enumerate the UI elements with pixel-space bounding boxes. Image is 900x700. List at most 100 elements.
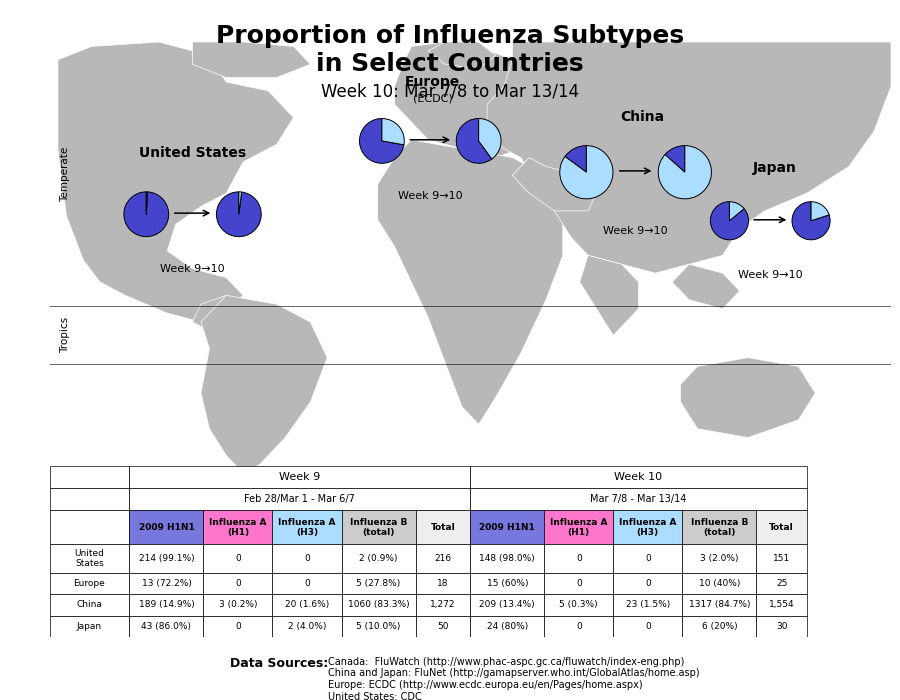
Wedge shape (811, 202, 829, 220)
Bar (341, 545, 416, 573)
Text: 3 (2.0%): 3 (2.0%) (700, 554, 739, 563)
Polygon shape (487, 42, 891, 273)
Text: 0: 0 (235, 554, 241, 563)
Bar (341, 573, 416, 594)
Text: Tropics: Tropics (59, 317, 69, 354)
Text: 5 (27.8%): 5 (27.8%) (356, 579, 400, 588)
Text: 0: 0 (576, 554, 581, 563)
Text: United States: United States (139, 146, 246, 160)
Bar (130, 488, 471, 510)
Text: Europe: Europe (74, 579, 105, 588)
Wedge shape (729, 202, 744, 220)
Text: 216: 216 (435, 554, 452, 563)
Text: Week 9: Week 9 (279, 472, 320, 482)
Text: United
States: United States (75, 549, 104, 568)
Bar (416, 545, 471, 573)
Text: 1,554: 1,554 (769, 601, 795, 609)
Wedge shape (238, 192, 241, 214)
Bar (273, 573, 341, 594)
Bar (613, 594, 682, 615)
Polygon shape (680, 358, 815, 438)
Bar (130, 466, 471, 488)
Bar (416, 615, 471, 637)
Text: China: China (621, 110, 665, 124)
Bar (203, 594, 273, 615)
Text: Canada:  FluWatch (http://www.phac-aspc.gc.ca/fluwatch/index-eng.php): Canada: FluWatch (http://www.phac-aspc.g… (328, 657, 685, 666)
Text: China and Japan: FluNet (http://gamapserver.who.int/GlobalAtlas/home.asp): China and Japan: FluNet (http://gamapser… (328, 668, 700, 678)
Text: 0: 0 (235, 622, 241, 631)
Bar (682, 573, 756, 594)
Text: 10 (40%): 10 (40%) (698, 579, 740, 588)
Wedge shape (658, 146, 711, 199)
Text: 209 (13.4%): 209 (13.4%) (480, 601, 536, 609)
Text: Japan: Japan (76, 622, 102, 631)
Text: 0: 0 (235, 579, 241, 588)
Bar (613, 545, 682, 573)
Text: 0: 0 (304, 554, 310, 563)
Polygon shape (58, 42, 293, 322)
Text: Feb 28/Mar 1 - Mar 6/7: Feb 28/Mar 1 - Mar 6/7 (245, 494, 356, 504)
Text: 20 (1.6%): 20 (1.6%) (285, 601, 329, 609)
Text: Week 9→10: Week 9→10 (603, 227, 668, 237)
Text: 13 (72.2%): 13 (72.2%) (141, 579, 192, 588)
Text: Japan: Japan (753, 162, 796, 176)
Text: 1,272: 1,272 (430, 601, 455, 609)
Text: 1317 (84.7%): 1317 (84.7%) (688, 601, 750, 609)
Bar (544, 573, 613, 594)
Bar (341, 594, 416, 615)
Text: 18: 18 (437, 579, 449, 588)
Bar (756, 545, 807, 573)
Bar (756, 573, 807, 594)
Text: 50: 50 (437, 622, 449, 631)
Polygon shape (428, 42, 496, 69)
Bar (544, 615, 613, 637)
Polygon shape (672, 264, 740, 309)
Bar (682, 510, 756, 545)
Text: Influenza B
(total): Influenza B (total) (690, 517, 748, 537)
Text: 0: 0 (645, 579, 651, 588)
Bar (50, 466, 130, 488)
Wedge shape (710, 202, 749, 240)
Text: (ECDC): (ECDC) (412, 93, 453, 104)
Bar (50, 488, 130, 510)
Bar (341, 615, 416, 637)
Text: 189 (14.9%): 189 (14.9%) (139, 601, 194, 609)
Text: Influenza A
(H1): Influenza A (H1) (550, 517, 608, 537)
Text: Influenza B
(total): Influenza B (total) (350, 517, 407, 537)
Text: 0: 0 (576, 622, 581, 631)
Text: China: China (76, 601, 103, 609)
Text: Week 9→10: Week 9→10 (737, 270, 802, 279)
Text: Europe: Europe (405, 75, 460, 89)
Text: Influenza A
(H3): Influenza A (H3) (619, 517, 677, 537)
Wedge shape (479, 118, 501, 159)
Text: 148 (98.0%): 148 (98.0%) (480, 554, 536, 563)
Polygon shape (512, 158, 597, 211)
Bar (341, 510, 416, 545)
Polygon shape (193, 295, 243, 331)
Text: 1060 (83.3%): 1060 (83.3%) (347, 601, 410, 609)
Text: 6 (20%): 6 (20%) (701, 622, 737, 631)
Text: Week 9→10: Week 9→10 (398, 191, 463, 201)
Text: 2009 H1N1: 2009 H1N1 (480, 523, 536, 532)
Bar (756, 510, 807, 545)
Polygon shape (580, 256, 639, 335)
Bar (471, 466, 807, 488)
Bar (50, 545, 130, 573)
Bar (613, 510, 682, 545)
Wedge shape (665, 146, 685, 172)
Text: 2009 H1N1: 2009 H1N1 (139, 523, 194, 532)
Text: Week 10: Mar 7/8 to Mar 13/14: Week 10: Mar 7/8 to Mar 13/14 (321, 83, 579, 101)
Bar (471, 594, 544, 615)
Bar (130, 594, 203, 615)
Bar (203, 573, 273, 594)
Polygon shape (378, 140, 562, 424)
Wedge shape (216, 192, 261, 237)
Bar (130, 573, 203, 594)
Text: 151: 151 (773, 554, 790, 563)
Bar (471, 615, 544, 637)
Text: Week 10: Week 10 (615, 472, 662, 482)
Text: Mar 7/8 - Mar 13/14: Mar 7/8 - Mar 13/14 (590, 494, 687, 504)
Text: 30: 30 (776, 622, 788, 631)
Bar (50, 615, 130, 637)
Polygon shape (193, 42, 310, 78)
